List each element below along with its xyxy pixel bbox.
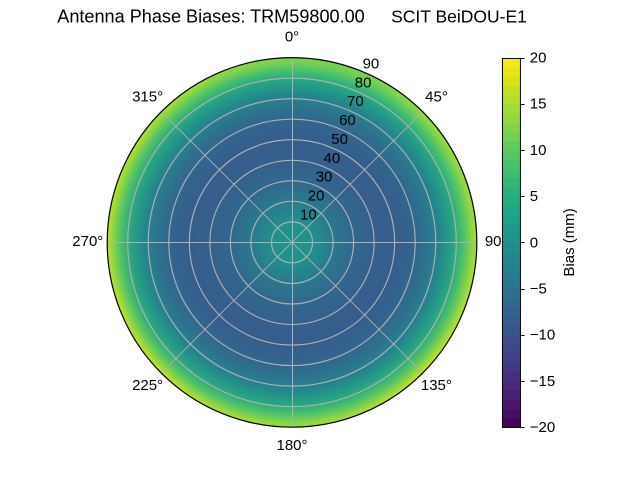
svg-text:315°: 315° [132,88,163,105]
svg-text:0: 0 [530,234,538,251]
svg-text:−20: −20 [530,419,555,436]
svg-text:Antenna Phase Biases: TRM59800: Antenna Phase Biases: TRM59800.00 [57,6,364,26]
svg-text:−10: −10 [530,327,555,344]
svg-text:−5: −5 [530,281,547,298]
svg-text:20: 20 [530,50,547,67]
svg-text:10: 10 [300,207,317,224]
svg-text:5: 5 [530,188,538,205]
svg-text:80: 80 [355,74,372,91]
svg-text:30: 30 [316,169,333,186]
svg-text:10: 10 [530,142,547,159]
svg-text:45°: 45° [425,88,448,105]
svg-text:0°: 0° [285,29,299,46]
svg-text:15: 15 [530,96,547,113]
svg-text:20: 20 [308,188,325,205]
svg-text:270°: 270° [72,233,103,250]
svg-text:180°: 180° [276,437,307,454]
svg-text:60: 60 [339,112,356,129]
svg-text:−15: −15 [530,373,555,390]
svg-text:40: 40 [324,150,341,167]
svg-text:Bias (mm): Bias (mm) [561,208,578,276]
svg-text:50: 50 [331,131,348,148]
svg-text:90: 90 [363,56,380,73]
svg-text:135°: 135° [421,377,452,394]
svg-text:70: 70 [347,93,364,110]
svg-text:SCIT BeiDOU-E1: SCIT BeiDOU-E1 [391,6,527,26]
svg-text:225°: 225° [132,377,163,394]
svg-text:90: 90 [485,233,502,250]
